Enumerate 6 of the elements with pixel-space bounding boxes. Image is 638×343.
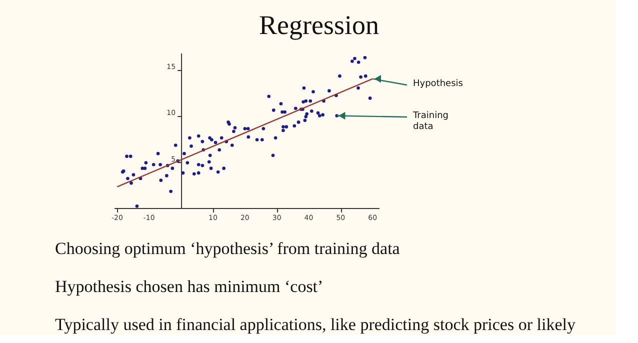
text: Typically used in financial applications, like predicting stock prices or likely: [55, 315, 576, 334]
annotation: Training data: [412, 111, 449, 132]
text: Hypothesis chosen has minimum ‘cost’: [55, 277, 324, 296]
chart-title: Regression: [259, 10, 380, 40]
text: Choosing optimum ‘hypothesis’ from training data: [55, 239, 400, 258]
annotation: Hypothesis: [413, 79, 464, 89]
